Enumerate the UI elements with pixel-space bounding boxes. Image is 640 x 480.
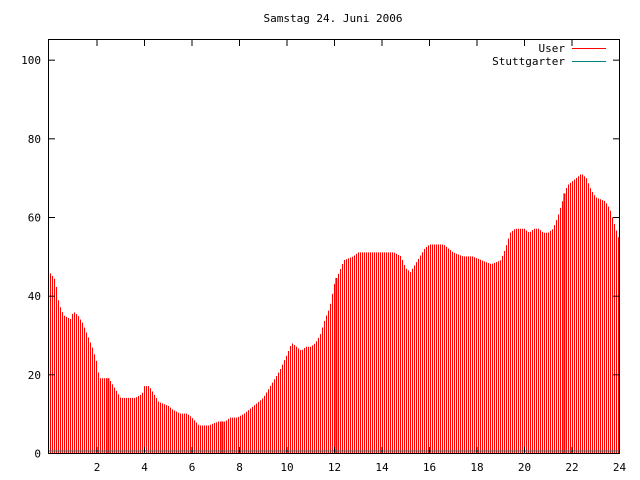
x-tick-label: 4 xyxy=(141,461,148,474)
user-bar-highlight xyxy=(563,193,566,453)
x-tick-label: 6 xyxy=(189,461,196,474)
x-tick-label: 12 xyxy=(328,461,341,474)
chart-title: Samstag 24. Juni 2006 xyxy=(263,12,402,25)
plot-frame xyxy=(48,39,620,454)
x-tick-label: 16 xyxy=(423,461,436,474)
y-tick-label: 40 xyxy=(28,290,41,303)
x-tick-label: 2 xyxy=(94,461,101,474)
user-bar-highlight xyxy=(107,378,110,453)
y-tick-label: 100 xyxy=(21,54,41,67)
legend-label-user: User xyxy=(539,42,566,55)
x-tick-label: 14 xyxy=(375,461,389,474)
x-tick-label: 18 xyxy=(470,461,483,474)
user-bar-highlight xyxy=(221,421,224,453)
legend: User Stuttgarter xyxy=(492,42,606,68)
user-bar-highlight xyxy=(335,277,338,453)
y-tick-label: 80 xyxy=(28,133,41,146)
legend-label-stuttgarter: Stuttgarter xyxy=(492,55,565,68)
x-tick-label: 22 xyxy=(565,461,578,474)
y-tick-label: 60 xyxy=(28,212,41,225)
x-tick-label: 24 xyxy=(613,461,627,474)
y-tick-label: 20 xyxy=(28,369,41,382)
x-tick-label: 20 xyxy=(518,461,531,474)
x-tick-label: 10 xyxy=(280,461,293,474)
y-tick-label: 0 xyxy=(34,448,41,461)
bars-group xyxy=(49,174,619,453)
x-tick-label: 8 xyxy=(236,461,243,474)
